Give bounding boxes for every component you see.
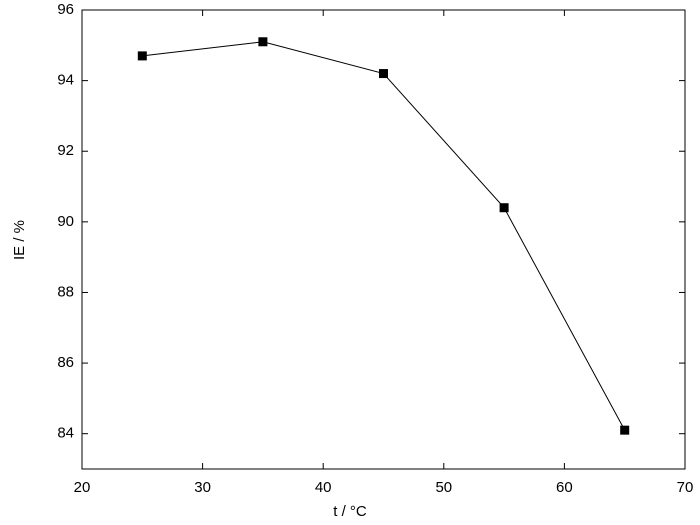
y-tick-label: 90 [57, 213, 74, 230]
data-point [137, 51, 147, 61]
y-tick-label: 94 [57, 72, 74, 89]
y-tick-label: 86 [57, 354, 74, 371]
x-axis-label: t / °C [333, 503, 367, 520]
x-tick-label: 50 [435, 479, 452, 496]
y-tick-label: 88 [57, 283, 74, 300]
data-point [379, 69, 388, 79]
x-tick-label: 60 [556, 479, 573, 496]
data-point [620, 425, 630, 435]
y-axis-label: IE / % [11, 220, 28, 260]
x-tick-label: 20 [74, 479, 91, 496]
x-tick-label: 70 [677, 479, 694, 496]
y-tick-label: 84 [57, 425, 74, 442]
data-line [142, 41, 626, 431]
plot-frame [81, 9, 686, 470]
x-tick-label: 40 [315, 479, 332, 496]
data-point [499, 203, 509, 213]
y-tick-label: 92 [57, 142, 74, 159]
y-tick-label: 96 [57, 1, 74, 18]
x-tick-label: 30 [194, 479, 211, 496]
data-point [258, 37, 268, 47]
